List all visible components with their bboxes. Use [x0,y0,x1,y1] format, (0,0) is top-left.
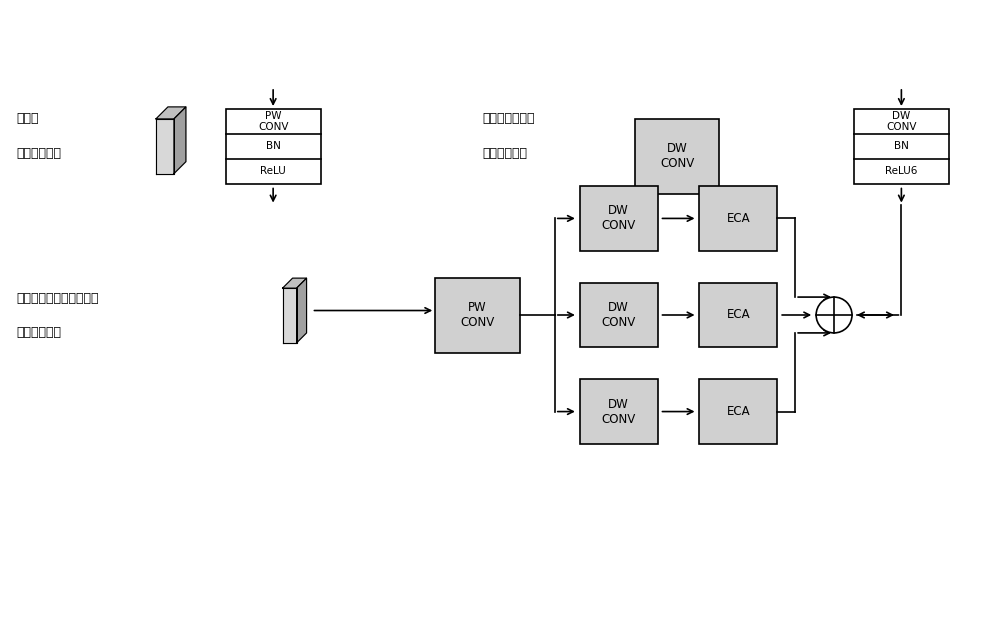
Text: DW
CONV: DW CONV [602,301,636,329]
Text: 深度可分离动态融合卷积: 深度可分离动态融合卷积 [16,291,99,305]
Text: DW
CONV: DW CONV [660,142,694,170]
Text: DW
CONV: DW CONV [602,205,636,232]
Bar [854,109,949,183]
Polygon shape [283,288,297,343]
FancyBboxPatch shape [699,283,777,347]
Text: 空间特征提取: 空间特征提取 [482,147,527,160]
Text: 光谱特征提取: 光谱特征提取 [16,147,61,160]
Text: ReLU6: ReLU6 [885,166,918,176]
Text: ECA: ECA [727,405,750,418]
Text: ECA: ECA [727,308,750,322]
FancyBboxPatch shape [580,283,658,347]
Text: DW
CONV: DW CONV [886,111,917,132]
Polygon shape [297,278,307,343]
Text: DW
CONV: DW CONV [602,398,636,426]
Polygon shape [156,119,174,173]
FancyBboxPatch shape [635,119,719,193]
Text: BN: BN [266,141,281,151]
Text: PW
CONV: PW CONV [460,301,495,330]
Text: BN: BN [894,141,909,151]
Text: 点卷积: 点卷积 [16,112,39,126]
FancyBboxPatch shape [435,278,520,353]
FancyBboxPatch shape [699,379,777,444]
Text: 深度可分离卷积: 深度可分离卷积 [482,112,535,126]
Text: PW
CONV: PW CONV [258,111,288,132]
FancyBboxPatch shape [580,379,658,444]
Polygon shape [156,107,186,119]
Text: 空间特征提取: 空间特征提取 [16,327,61,339]
Text: ReLU: ReLU [260,166,286,176]
Bar [226,109,320,183]
FancyBboxPatch shape [580,186,658,251]
Text: ECA: ECA [727,212,750,225]
FancyBboxPatch shape [699,186,777,251]
Polygon shape [174,107,186,173]
Circle shape [816,297,852,333]
Polygon shape [283,278,307,288]
